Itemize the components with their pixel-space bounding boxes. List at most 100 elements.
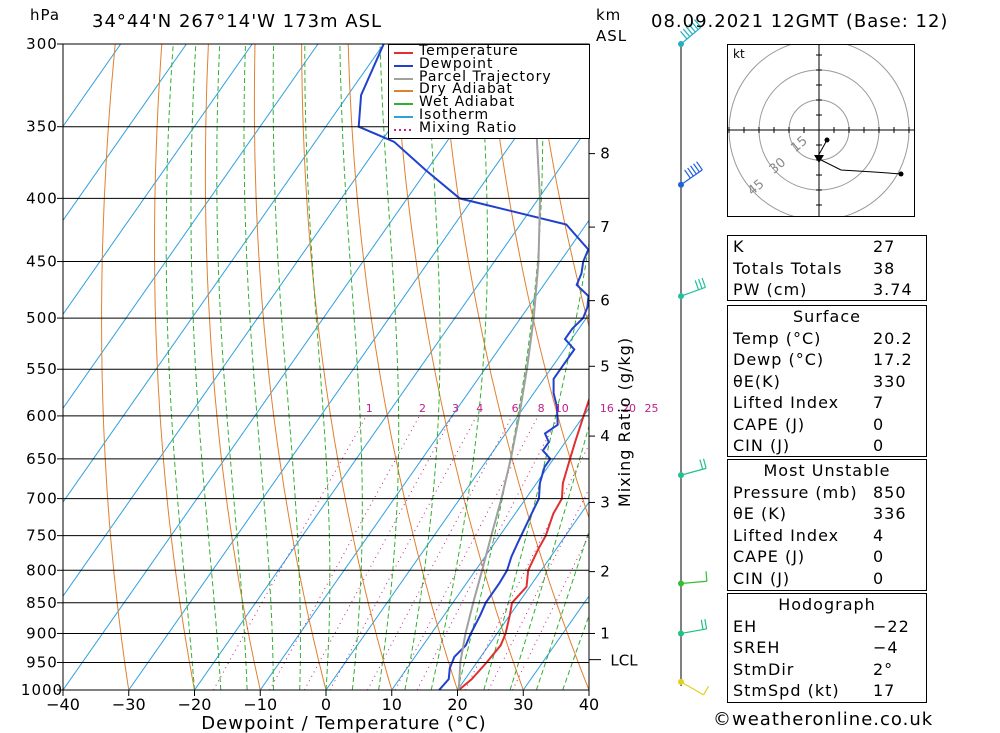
surface-key: CIN (J) xyxy=(733,436,791,455)
mixing-ratio-line xyxy=(303,415,453,690)
temperature-tick-label: 0 xyxy=(321,695,331,714)
index-value: 3.74 xyxy=(873,280,913,299)
wind-barb-feather xyxy=(702,685,710,696)
most-unstable-row: CIN (J) 0 xyxy=(728,568,926,590)
most-unstable-title: Most Unstable xyxy=(763,461,891,480)
legend-item: Dry Adiabat xyxy=(393,81,589,98)
asl-unit-label: ASL xyxy=(596,27,628,45)
wind-barb-feather xyxy=(684,169,691,179)
hodograph-key: StmDir xyxy=(733,659,795,679)
hodograph-value: 2° xyxy=(873,659,894,679)
wet-adiabat-line xyxy=(339,44,363,690)
pressure-tick-label: 500 xyxy=(26,309,58,327)
wind-barb-feather xyxy=(701,277,706,288)
wet-adiabat-line xyxy=(509,424,589,690)
most-unstable-key: Lifted Index xyxy=(733,525,840,545)
mixing-ratio-axis-label: Mixing Ratio (g/kg) xyxy=(615,337,634,507)
km-tick-label: 6 xyxy=(600,292,610,310)
hodograph-ring-label: 45 xyxy=(745,177,767,199)
legend-label: Isotherm xyxy=(419,107,490,123)
isotherm-line xyxy=(391,407,589,690)
wind-barb-feather xyxy=(685,26,694,35)
pressure-tick-label: 800 xyxy=(26,561,58,579)
hodograph-row: StmSpd (kt) 17 xyxy=(728,680,926,702)
hodograph-row: EH −22 xyxy=(728,616,926,638)
wind-barb-feather xyxy=(699,459,704,470)
hodograph-title: Hodograph xyxy=(778,595,876,614)
mixing-ratio-label: 4 xyxy=(476,402,483,415)
surface-value: 0 xyxy=(873,436,885,455)
index-row: PW (cm) 3.74 xyxy=(728,279,926,301)
isotherm-line xyxy=(63,44,450,597)
wet-adiabat-line xyxy=(457,44,544,690)
hodograph-trace xyxy=(816,139,902,175)
mixing-ratio-line xyxy=(329,415,478,690)
legend-label: Dry Adiabat xyxy=(419,81,513,98)
isotherm-line xyxy=(457,501,589,690)
hodograph-unit: kt xyxy=(733,47,745,61)
mixing-ratio-label: 16 xyxy=(600,402,614,415)
hodograph-key: StmSpd (kt) xyxy=(733,681,840,700)
dewpoint-profile xyxy=(357,44,589,690)
temperature-tick-label: 30 xyxy=(513,695,533,714)
isotherm-line xyxy=(194,125,589,690)
most-unstable-value: 336 xyxy=(873,504,907,523)
temperature-tick-label: −10 xyxy=(243,695,277,714)
wind-barb-feather xyxy=(700,619,704,630)
pressure-tick-label: 700 xyxy=(26,490,58,508)
lcl-label: LCL xyxy=(610,652,638,670)
km-tick-label: 8 xyxy=(600,145,610,163)
most-unstable-key: CIN (J) xyxy=(733,568,791,588)
wind-barb xyxy=(680,26,702,45)
surface-row: CIN (J) 0 xyxy=(728,435,926,457)
pressure-tick-label: 850 xyxy=(26,594,58,612)
legend-swatch xyxy=(394,116,413,118)
wind-barb-feather xyxy=(691,21,699,31)
x-axis-label: Dewpoint / Temperature (°C) xyxy=(201,713,486,733)
most-unstable-table: Most Unstable Pressure (mb) 850 θE (K) 336 L… xyxy=(727,459,927,591)
wind-barb xyxy=(680,580,707,585)
mixing-ratio-label: 8 xyxy=(538,402,545,415)
wind-barb-feather xyxy=(693,163,700,173)
wet-adiabat-line xyxy=(304,44,331,690)
most-unstable-value: 850 xyxy=(873,482,907,502)
mixing-ratio-label: 1 xyxy=(366,402,373,415)
isotherm-line xyxy=(325,313,589,690)
temperature-tick-label: 20 xyxy=(447,695,467,714)
mixing-ratio-label: 20 xyxy=(622,402,636,415)
most-unstable-row: CAPE (J) 0 xyxy=(728,546,926,568)
km-unit-label: km xyxy=(596,6,622,24)
surface-row: Temp (°C) 20.2 xyxy=(728,328,926,350)
indices-table: K 27 Totals Totals 38 PW (cm) 3.74 xyxy=(727,235,927,301)
storm-motion-marker xyxy=(814,155,824,163)
mixing-ratio-line xyxy=(394,415,539,690)
surface-value: 20.2 xyxy=(873,328,913,348)
wet-adiabat-line xyxy=(272,44,301,690)
pressure-tick-label: 350 xyxy=(26,118,58,136)
station-location: 34°44'N 267°14'W 173m ASL xyxy=(92,11,383,32)
hodograph-ring-label: 30 xyxy=(767,155,789,177)
wind-barb-feather xyxy=(680,30,688,40)
wind-barb xyxy=(680,681,704,696)
legend-swatch xyxy=(394,52,413,54)
pressure-tick-label: 1000 xyxy=(21,681,63,699)
surface-row: Lifted Index 7 xyxy=(728,392,926,414)
km-tick-label: 7 xyxy=(600,218,610,236)
wind-barb xyxy=(680,286,706,297)
index-value: 38 xyxy=(873,258,896,278)
legend-item: Dewpoint xyxy=(393,56,589,72)
most-unstable-row: Pressure (mb) 850 xyxy=(728,482,926,504)
wet-adiabat-line xyxy=(216,44,248,690)
wet-adiabat-line xyxy=(165,44,195,690)
dry-adiabat-line xyxy=(534,44,589,329)
legend-swatch xyxy=(394,90,413,93)
legend-label: Wet Adiabat xyxy=(419,94,516,111)
legend-item: Isotherm xyxy=(393,107,589,123)
km-tick-label: 5 xyxy=(600,357,610,375)
most-unstable-value: 4 xyxy=(873,525,885,545)
temperature-tick-label: 10 xyxy=(382,695,402,714)
index-key: K xyxy=(733,237,745,256)
temperature-tick-label: −20 xyxy=(178,695,212,714)
wind-barb-feather xyxy=(696,161,703,171)
